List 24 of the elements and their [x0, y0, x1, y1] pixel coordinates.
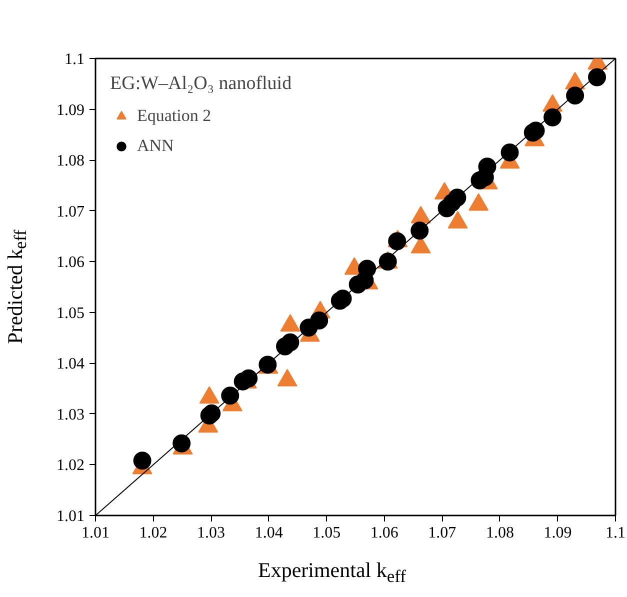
- x-tick-label: 1.07: [428, 524, 456, 542]
- legend-title: EG:W–Al₂O₃ nanofluid: [110, 73, 292, 95]
- y-tick-label: 1.03: [56, 406, 84, 424]
- x-tick-label: 1.1: [606, 524, 626, 542]
- x-tick-label: 1.08: [486, 524, 514, 542]
- y-tick-label: 1.09: [56, 102, 84, 119]
- y-tick-label: 1.04: [56, 356, 84, 373]
- y-tick-label: 1.08: [56, 152, 84, 170]
- y-tick-label: 1.05: [56, 304, 84, 322]
- y-tick-label: 1.01: [56, 508, 84, 525]
- x-tick-label: 1.09: [544, 524, 572, 542]
- x-tick-label: 1.04: [254, 524, 283, 542]
- y-tick-label: 1.06: [56, 254, 84, 272]
- x-axis-title: Experimental k$_{eff}$: [257, 557, 407, 588]
- x-tick-label: 1.03: [197, 524, 226, 542]
- legend-label: ANN: [137, 136, 174, 156]
- x-tick-label: 1.01: [82, 524, 110, 542]
- x-tick-label: 1.02: [139, 524, 168, 542]
- legend-label: Equation 2: [137, 106, 212, 126]
- x-tick-label: 1.05: [312, 524, 341, 542]
- y-tick-label: 1.07: [56, 203, 84, 220]
- y-tick-label: 1.1: [64, 51, 84, 68]
- y-tick-label: 1.02: [56, 457, 84, 474]
- x-tick-label: 1.06: [370, 524, 398, 542]
